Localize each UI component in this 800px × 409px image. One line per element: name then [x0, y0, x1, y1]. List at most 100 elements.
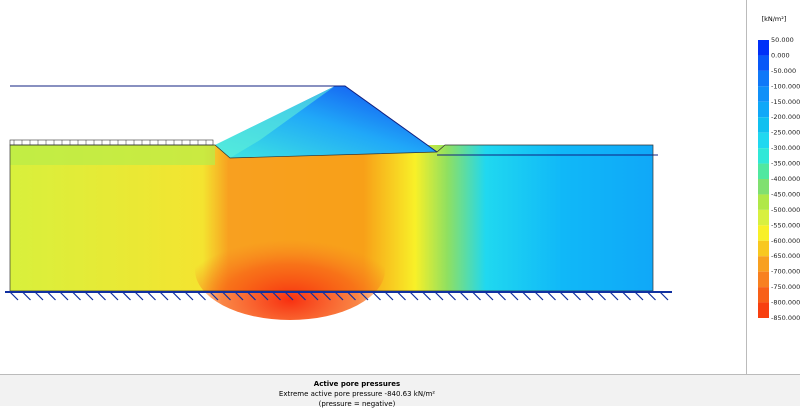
legend-swatch [758, 302, 769, 318]
fixity-hatch [297, 291, 306, 301]
fixity-hatch [59, 291, 69, 301]
legend-label: 50.000 [771, 36, 794, 44]
legend-swatch [758, 148, 769, 164]
legend-label: 0.000 [771, 51, 790, 59]
legend-label: -700.000 [771, 268, 800, 276]
status-bar: Active pore pressures Extreme active por… [0, 374, 800, 408]
load-bar [9, 139, 214, 146]
legend-label: -750.000 [771, 283, 800, 291]
fixity-hatch [84, 291, 94, 301]
fixity-hatch [472, 291, 481, 301]
fixity-hatch [659, 291, 669, 301]
fixity-hatch [522, 291, 531, 301]
fixity-hatch [547, 291, 556, 301]
fixity-hatch [634, 291, 644, 301]
legend-label: -150.000 [771, 98, 800, 106]
hot-zone [195, 220, 385, 320]
legend-title: [kN/m²] [762, 15, 787, 23]
fixity-hatch [322, 291, 331, 301]
fixity-hatch [209, 291, 219, 301]
model-view [5, 85, 672, 320]
legend-swatch [758, 179, 769, 195]
legend-label: -100.000 [771, 82, 800, 90]
legend-swatch [758, 163, 769, 179]
legend-swatch [758, 70, 769, 87]
fixity-hatch [347, 291, 356, 301]
caption-note: (pressure = negative) [318, 400, 396, 408]
phreatic-line [10, 85, 438, 153]
legend-swatch [758, 117, 769, 133]
fixity-hatch [359, 291, 369, 301]
fixity-hatch [497, 291, 506, 301]
legend-label: -450.000 [771, 190, 800, 198]
legend-swatch [758, 209, 769, 226]
legend-swatch [758, 194, 769, 210]
fixity-hatch [259, 291, 269, 301]
legend-label: -200.000 [771, 113, 800, 121]
legend-swatch [758, 271, 769, 288]
fixity-hatch [309, 291, 319, 301]
fixities [9, 291, 669, 301]
fixity-hatch [147, 291, 156, 301]
legend-swatch [758, 132, 769, 149]
fixity-hatch [197, 291, 206, 301]
fixity-hatch [384, 291, 394, 301]
legend-label: -300.000 [771, 144, 800, 152]
fixity-hatch [422, 291, 431, 301]
fixity-hatch [622, 291, 631, 301]
fixity-hatch [109, 291, 119, 301]
load [9, 139, 214, 146]
fixity-hatch [597, 291, 606, 301]
fixity-hatch [647, 291, 656, 301]
legend-label: -50.000 [771, 67, 796, 75]
legend: [kN/m²] 50.000 0.000 -50.000 -100.000 -150.0… [758, 15, 800, 322]
fixity-hatch [234, 291, 244, 301]
legend-label: -400.000 [771, 175, 800, 183]
legend-swatch [758, 101, 769, 118]
fixity-hatch [134, 291, 144, 301]
fixity-hatch [72, 291, 81, 301]
legend-swatch [758, 256, 769, 272]
legend-swatch [758, 225, 769, 241]
legend-label: -550.000 [771, 221, 800, 229]
fixity-hatch [459, 291, 469, 301]
fixity-hatch [534, 291, 544, 301]
fixity-hatch [434, 291, 444, 301]
fixity-hatch [97, 291, 106, 301]
legend-swatch [758, 287, 769, 303]
dam [215, 86, 437, 158]
caption-extreme: Extreme active pore pressure -840.63 kN/… [278, 390, 436, 398]
legend-label: -650.000 [771, 252, 800, 260]
fixity-hatch [47, 291, 56, 301]
legend-swatch [758, 40, 769, 56]
legend-panel: [kN/m²] 50.000 0.000 -50.000 -100.000 -150.0… [746, 0, 800, 374]
fixity-hatch [484, 291, 494, 301]
fixity-hatch [247, 291, 256, 301]
fixity-hatch [272, 291, 281, 301]
legend-label: -500.000 [771, 206, 800, 214]
fixity-hatch [334, 291, 344, 301]
fixity-hatch [22, 291, 31, 301]
fixity-hatch [159, 291, 169, 301]
fixity-hatch [222, 291, 231, 301]
caption-title: Active pore pressures [313, 380, 401, 388]
fixity-hatch [34, 291, 44, 301]
legend-swatch [758, 55, 769, 71]
fixity-hatch [447, 291, 456, 301]
fixity-hatch [609, 291, 619, 301]
fixity-hatch [559, 291, 569, 301]
legend-label: -800.000 [771, 299, 800, 307]
dam-slope [215, 86, 335, 158]
legend-label: -600.000 [771, 237, 800, 245]
fixity-hatch [284, 291, 294, 301]
fixity-hatch [122, 291, 131, 301]
legend-swatch [758, 86, 769, 102]
legend-swatch [758, 240, 769, 257]
fixity-hatch [584, 291, 594, 301]
fixity-hatch [172, 291, 181, 301]
fixity-hatch [372, 291, 381, 301]
fixity-hatch [509, 291, 519, 301]
legend-label: -850.000 [771, 314, 800, 322]
soil-band [10, 145, 215, 165]
